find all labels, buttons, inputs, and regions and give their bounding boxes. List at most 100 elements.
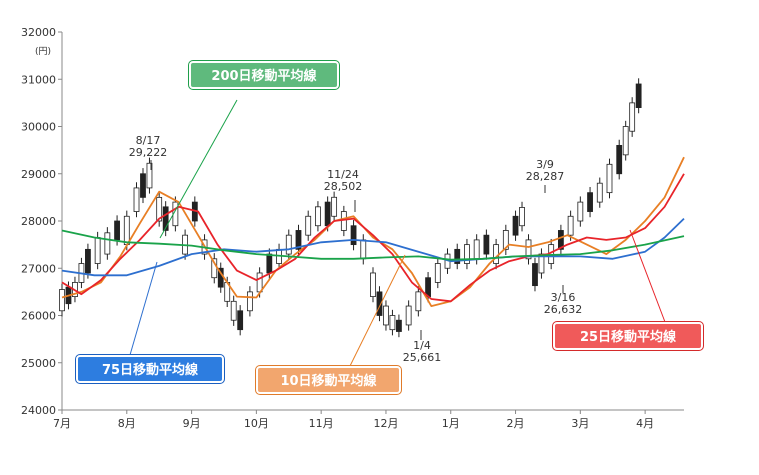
candle-body [577, 201, 584, 222]
candle-body [350, 225, 357, 246]
y-tick-label: 28000 [21, 215, 56, 228]
ma25-label: 25日移動平均線 [553, 322, 703, 350]
x-tick-label: 1月 [442, 417, 460, 430]
candle-body [59, 289, 65, 312]
candle-body [415, 291, 422, 312]
x-tick-label: 3月 [571, 417, 589, 430]
annotation-value: 28,502 [324, 180, 363, 193]
ma75-label: 75日移動平均線 [76, 355, 224, 383]
ma-line [61, 229, 685, 261]
ma200-label: 200日移動平均線 [189, 61, 339, 89]
x-tick-label: 4月 [636, 417, 654, 430]
candle-body [587, 192, 593, 212]
moving-average-lines [61, 156, 685, 308]
annotation-date: 1/4 [413, 339, 431, 352]
label-pointer-lines [129, 99, 666, 367]
ma25-pointer [629, 229, 666, 323]
candle-body [94, 237, 101, 264]
candle-body [140, 173, 146, 198]
candle-body [464, 244, 470, 264]
candle-body [340, 211, 347, 231]
candlesticks [59, 78, 642, 338]
candle-body [396, 319, 402, 332]
candle-body [596, 182, 603, 203]
candle-body [266, 253, 273, 274]
axes: 32000 31000 30000 29000 28000 27000 26000 25000… [21, 26, 684, 430]
annotation-value: 26,632 [544, 303, 583, 316]
ma75-pointer [129, 261, 158, 356]
candle-body [629, 102, 636, 132]
candle-body [512, 215, 519, 236]
y-tick-label: 31000 [21, 73, 56, 86]
candle-body [246, 291, 253, 312]
candle-body [567, 215, 574, 236]
candle-body [156, 196, 163, 222]
candle-body [606, 163, 613, 194]
candle-body [285, 234, 292, 255]
candle-body [162, 206, 169, 231]
candle-body [405, 305, 412, 326]
y-tick-label: 30000 [21, 121, 56, 134]
y-tick-label: 27000 [21, 262, 56, 275]
candle-body [295, 230, 302, 250]
candle-body [557, 230, 564, 250]
candle-body [532, 263, 538, 287]
candle-body [434, 263, 441, 283]
annotation-value: 25,661 [403, 351, 442, 364]
ma-line [61, 217, 685, 277]
candle-body [483, 234, 490, 255]
candle-body [315, 206, 321, 227]
candle-body [237, 310, 244, 331]
candle-body [616, 144, 623, 175]
y-tick-label: 29000 [21, 168, 56, 181]
candle-body [305, 215, 312, 236]
candle-body [256, 272, 263, 293]
x-tick-label: 9月 [183, 417, 201, 430]
candle-body [230, 300, 237, 321]
y-tick-label: 24000 [21, 404, 56, 417]
candle-body [114, 220, 120, 241]
annotation-value: 28,287 [526, 170, 565, 183]
x-tick-label: 2月 [507, 417, 525, 430]
candle-body [383, 305, 389, 326]
candle-body [493, 244, 500, 264]
ma10-label: 10日移動平均線 [256, 366, 401, 394]
candle-body [389, 315, 396, 331]
y-tick-label: 25000 [21, 357, 56, 370]
candle-body [635, 83, 642, 108]
annotation-date: 8/17 [136, 134, 161, 147]
x-tick-label: 10月 [244, 417, 269, 430]
ma10-pointer [349, 254, 406, 367]
x-tick-label: 12月 [373, 417, 398, 430]
candle-body [370, 272, 376, 298]
y-unit-label: (円) [35, 46, 51, 57]
annotation-date: 3/16 [551, 291, 576, 304]
annotation-date: 11/24 [327, 168, 359, 181]
candle-body [519, 207, 525, 227]
candle-body [376, 291, 383, 316]
candle-body [622, 126, 629, 156]
y-tick-label: 26000 [21, 310, 56, 323]
candle-body [146, 162, 153, 189]
candle-body [133, 187, 140, 212]
x-tick-label: 8月 [118, 417, 136, 430]
y-tick-label: 32000 [21, 26, 56, 39]
candle-body [324, 201, 331, 227]
candle-body [525, 239, 532, 260]
candle-body [360, 239, 367, 260]
ma200-pointer [159, 99, 238, 239]
annotation-value: 29,222 [129, 146, 168, 159]
candle-body [123, 215, 130, 246]
candle-body [454, 248, 461, 264]
candle-body [85, 248, 91, 274]
candle-body [331, 196, 338, 217]
ma-line [61, 173, 685, 303]
annotation-date: 3/9 [536, 158, 554, 171]
candle-body [104, 232, 111, 255]
ma-line [61, 156, 685, 308]
x-tick-label: 7月 [53, 417, 71, 430]
x-tick-label: 11月 [309, 417, 334, 430]
candle-body [502, 230, 509, 250]
